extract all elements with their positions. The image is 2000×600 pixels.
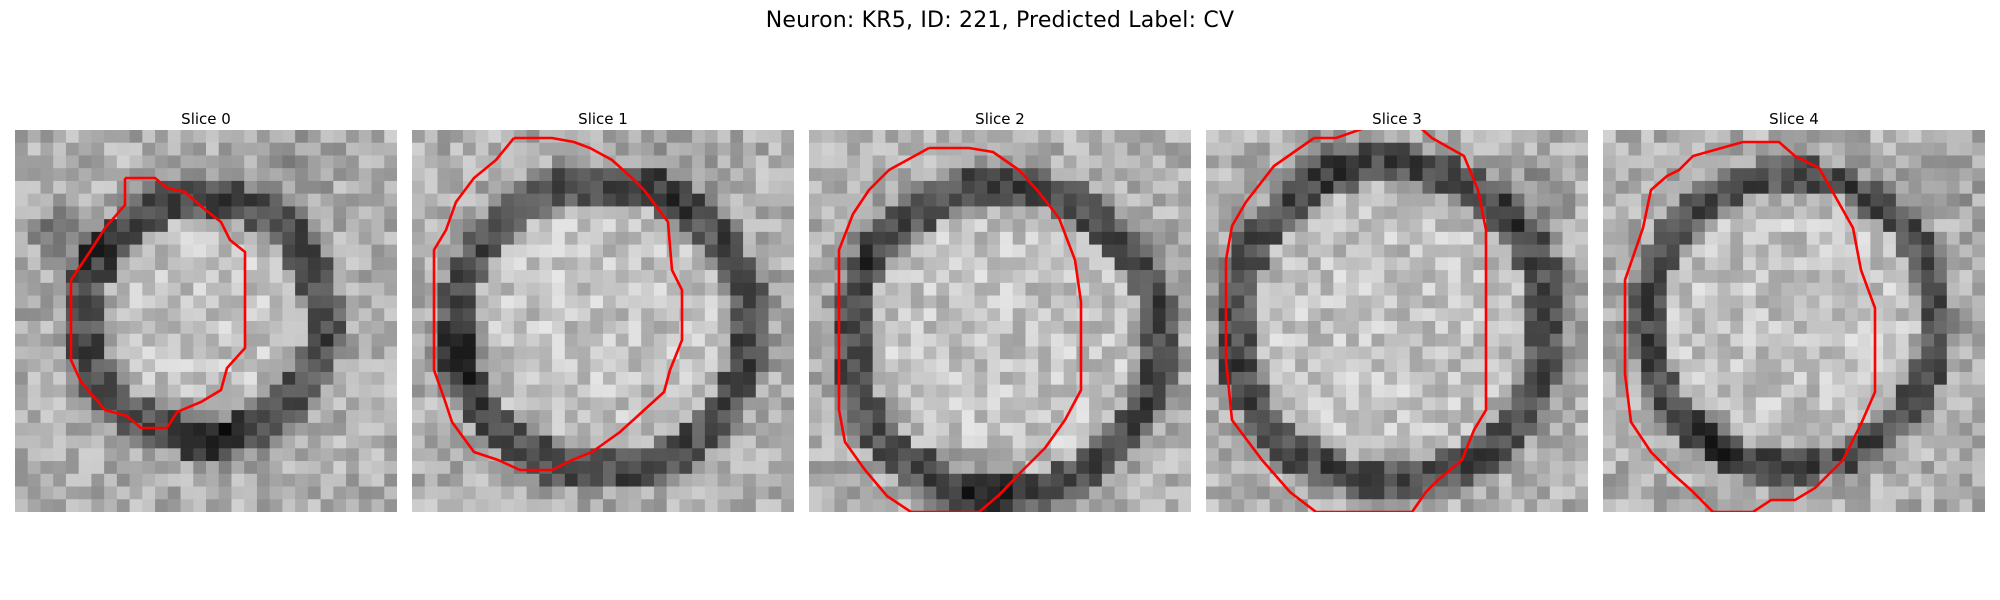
slice-image-1 [412, 130, 794, 512]
slice-title-3: Slice 3 [1206, 108, 1588, 130]
slice-panel-2: Slice 2 [809, 108, 1191, 512]
pixel-grid [15, 130, 397, 512]
figure-title: Neuron: KR5, ID: 221, Predicted Label: C… [0, 8, 2000, 33]
pixel-grid [809, 130, 1191, 512]
pixel-grid [1603, 130, 1985, 512]
slice-panel-1: Slice 1 [412, 108, 794, 512]
slice-title-2: Slice 2 [809, 108, 1191, 130]
pixel-grid [1206, 130, 1588, 512]
pixel-grid [412, 130, 794, 512]
slice-title-1: Slice 1 [412, 108, 794, 130]
slice-title-4: Slice 4 [1603, 108, 1985, 130]
slice-panel-4: Slice 4 [1603, 108, 1985, 512]
slice-image-2 [809, 130, 1191, 512]
slice-image-3 [1206, 130, 1588, 512]
slice-title-0: Slice 0 [15, 108, 397, 130]
slice-image-4 [1603, 130, 1985, 512]
slice-panel-0: Slice 0 [15, 108, 397, 512]
slice-image-0 [15, 130, 397, 512]
slice-panel-3: Slice 3 [1206, 108, 1588, 512]
